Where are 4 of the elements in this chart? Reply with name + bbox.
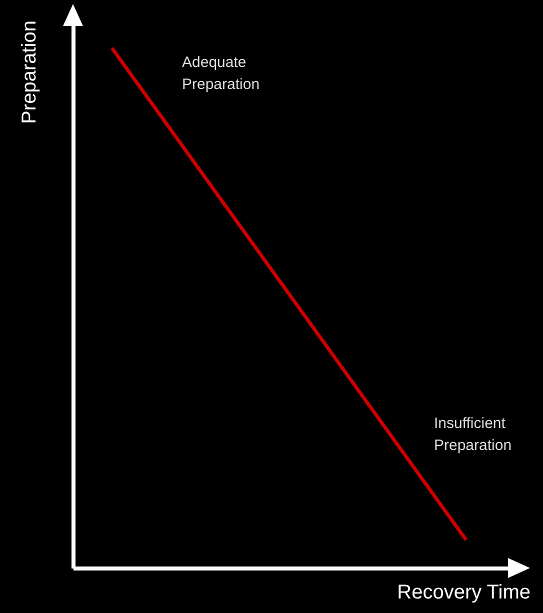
- annotation: Adequate Preparation: [182, 54, 260, 93]
- x-axis-title: Recovery Time: [397, 582, 530, 604]
- annotation: Insufficient Preparation: [434, 415, 512, 454]
- y-axis-title: Preparation: [18, 20, 40, 124]
